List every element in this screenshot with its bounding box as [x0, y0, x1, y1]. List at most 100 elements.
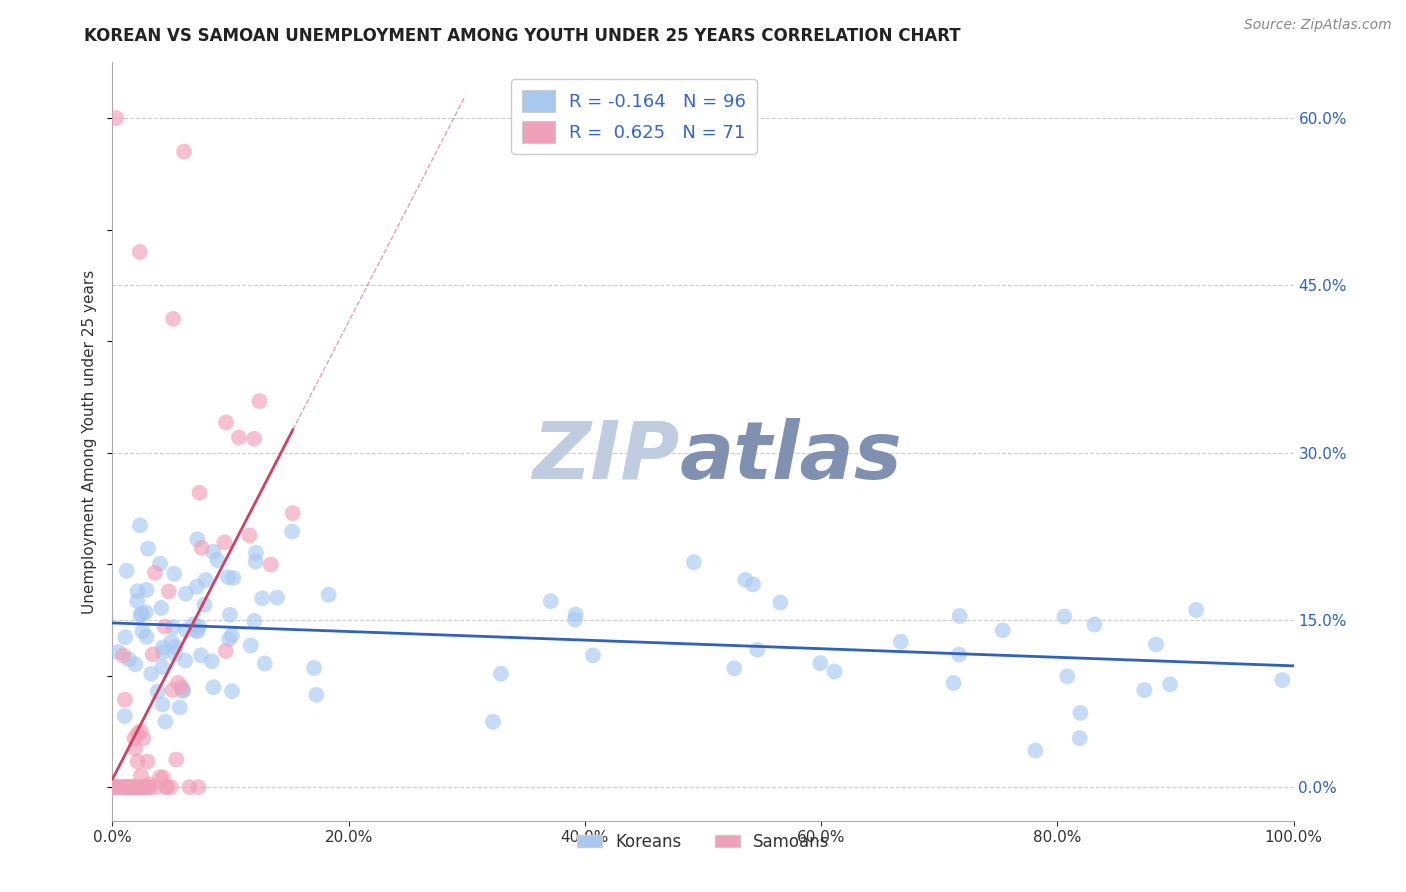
- Point: [942, 676, 965, 690]
- Point: [188, 485, 211, 500]
- Point: [172, 683, 194, 698]
- Point: [152, 698, 174, 712]
- Point: [105, 780, 128, 795]
- Point: [104, 780, 127, 795]
- Point: [152, 771, 174, 785]
- Point: [160, 634, 183, 648]
- Point: [1159, 677, 1181, 691]
- Point: [122, 780, 145, 795]
- Point: [156, 780, 179, 795]
- Point: [179, 780, 201, 795]
- Point: [214, 535, 236, 549]
- Point: [167, 675, 190, 690]
- Point: [150, 601, 173, 615]
- Point: [115, 564, 138, 578]
- Point: [131, 780, 153, 795]
- Point: [108, 780, 131, 795]
- Point: [742, 577, 765, 591]
- Point: [162, 620, 184, 634]
- Point: [482, 714, 505, 729]
- Point: [152, 660, 174, 674]
- Point: [132, 731, 155, 746]
- Point: [238, 528, 260, 542]
- Point: [281, 506, 304, 520]
- Text: ZIP: ZIP: [531, 417, 679, 496]
- Point: [190, 648, 212, 663]
- Point: [139, 780, 162, 795]
- Point: [127, 584, 149, 599]
- Point: [245, 554, 267, 568]
- Point: [143, 566, 166, 580]
- Point: [540, 594, 562, 608]
- Point: [124, 741, 146, 756]
- Point: [114, 780, 136, 795]
- Point: [136, 755, 159, 769]
- Point: [1069, 706, 1091, 720]
- Point: [808, 657, 831, 671]
- Point: [124, 780, 146, 795]
- Point: [193, 598, 215, 612]
- Point: [217, 570, 239, 584]
- Point: [215, 644, 238, 658]
- Point: [129, 769, 152, 783]
- Point: [145, 780, 167, 795]
- Point: [184, 624, 207, 638]
- Point: [134, 780, 156, 795]
- Point: [149, 557, 172, 571]
- Point: [129, 608, 152, 623]
- Point: [249, 394, 271, 409]
- Point: [1056, 669, 1078, 683]
- Point: [186, 580, 208, 594]
- Point: [131, 780, 153, 795]
- Point: [723, 661, 745, 675]
- Point: [1083, 617, 1105, 632]
- Point: [747, 642, 769, 657]
- Point: [489, 666, 512, 681]
- Point: [105, 780, 128, 795]
- Point: [136, 780, 159, 795]
- Point: [183, 617, 205, 632]
- Point: [142, 648, 165, 662]
- Point: [202, 681, 225, 695]
- Point: [104, 780, 127, 795]
- Point: [260, 558, 283, 572]
- Point: [135, 605, 157, 619]
- Point: [188, 620, 211, 634]
- Point: [1069, 731, 1091, 746]
- Point: [104, 780, 127, 795]
- Point: [114, 692, 136, 706]
- Point: [683, 555, 706, 569]
- Point: [1185, 603, 1208, 617]
- Point: [124, 731, 146, 746]
- Point: [127, 594, 149, 608]
- Point: [127, 780, 149, 795]
- Point: [769, 595, 792, 609]
- Point: [1144, 638, 1167, 652]
- Point: [146, 684, 169, 698]
- Point: [239, 639, 262, 653]
- Point: [114, 709, 136, 723]
- Point: [117, 780, 139, 795]
- Point: [163, 566, 186, 581]
- Point: [122, 780, 145, 795]
- Point: [135, 582, 157, 597]
- Point: [243, 614, 266, 628]
- Point: [1053, 609, 1076, 624]
- Point: [105, 112, 128, 126]
- Point: [174, 623, 197, 637]
- Point: [162, 312, 184, 326]
- Point: [107, 645, 129, 659]
- Point: [128, 244, 150, 259]
- Point: [207, 553, 229, 567]
- Point: [1024, 743, 1046, 757]
- Point: [564, 607, 586, 622]
- Point: [141, 666, 163, 681]
- Point: [104, 780, 127, 795]
- Point: [202, 545, 225, 559]
- Point: [253, 657, 276, 671]
- Point: [127, 726, 149, 740]
- Point: [190, 541, 212, 555]
- Legend: Koreans, Samoans: Koreans, Samoans: [569, 827, 837, 858]
- Point: [134, 780, 156, 795]
- Point: [218, 607, 240, 622]
